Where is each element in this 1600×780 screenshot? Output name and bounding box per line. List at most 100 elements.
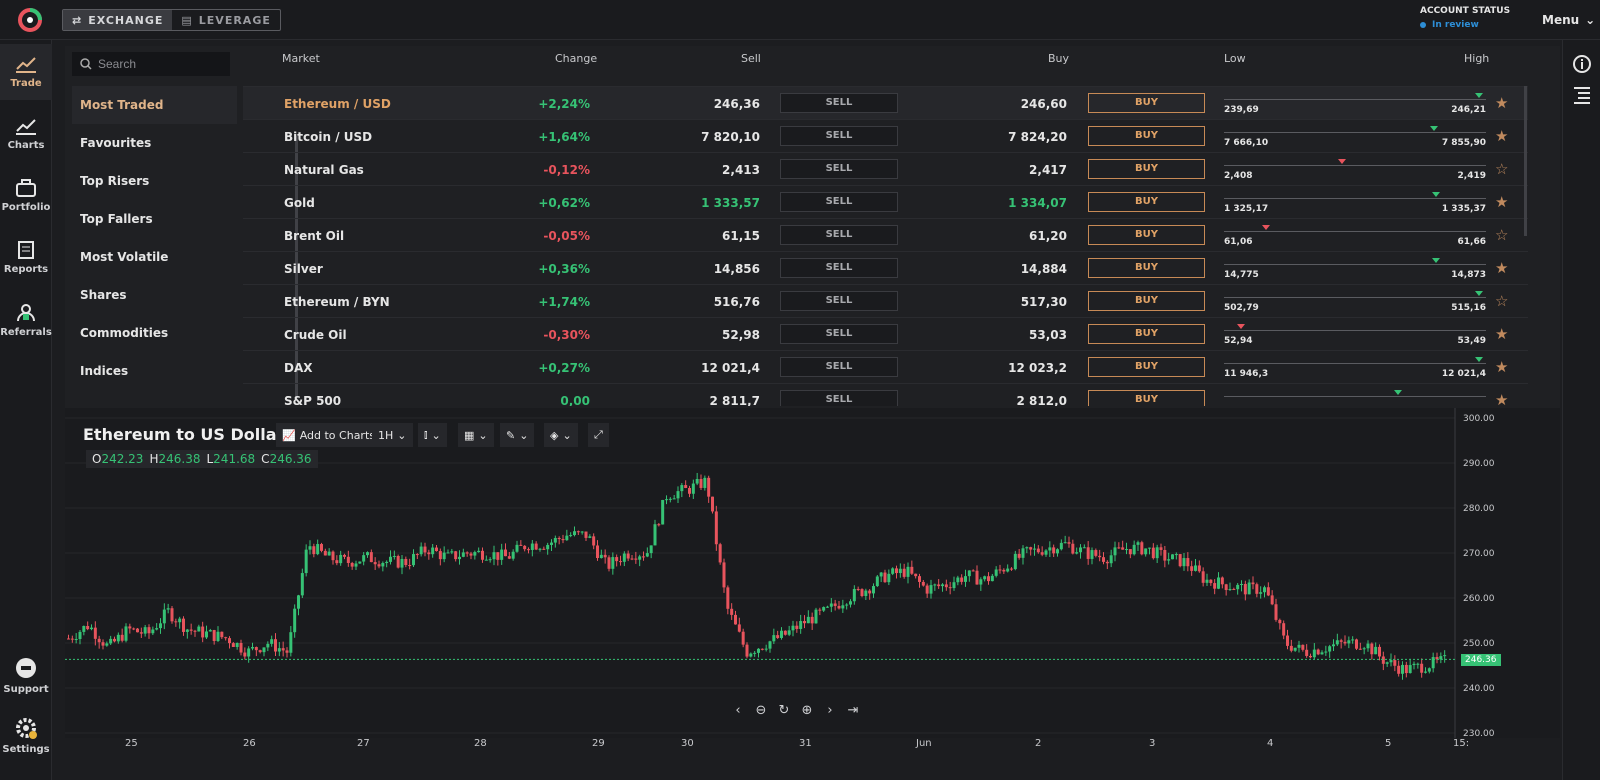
market-name[interactable]: DAX [284, 361, 313, 375]
buy-button[interactable]: BUY [1088, 93, 1205, 113]
reset-button[interactable]: ↻ [774, 700, 794, 720]
interval-select[interactable]: 1H ⌄ [372, 423, 413, 447]
sidebar-item-referrals[interactable]: Referrals [0, 292, 52, 348]
favourite-star-icon[interactable]: ★ [1495, 94, 1509, 112]
logo-icon[interactable] [18, 8, 42, 32]
info-icon[interactable] [1572, 54, 1592, 74]
table-row[interactable]: Ethereum / USD +2,24% 246,36 SELL 246,60… [243, 86, 1528, 119]
sell-button[interactable]: SELL [780, 159, 898, 179]
sidebar-item-settings[interactable]: Settings [0, 708, 52, 764]
range-marker-icon [1262, 225, 1270, 230]
category-item[interactable]: Most Traded [72, 86, 237, 124]
candle [814, 609, 818, 624]
table-row[interactable]: Ethereum / BYN +1,74% 516,76 SELL 517,30… [243, 284, 1528, 317]
category-item[interactable]: Shares [80, 288, 127, 302]
favourite-star-icon[interactable]: ★ [1495, 358, 1509, 376]
sidebar-item-charts[interactable]: Charts [0, 106, 52, 162]
header-buy[interactable]: Buy [1048, 52, 1070, 65]
category-item[interactable]: Indices [80, 364, 129, 378]
market-name[interactable]: Silver [284, 262, 323, 276]
market-name[interactable]: Gold [284, 196, 315, 210]
sidebar-item-reports[interactable]: Reports [0, 230, 52, 286]
category-item[interactable]: Favourites [80, 136, 152, 150]
sell-button[interactable]: SELL [780, 291, 898, 311]
buy-button[interactable]: BUY [1088, 225, 1205, 245]
table-row[interactable]: Natural Gas -0,12% 2,413 SELL 2,417 BUY … [243, 152, 1528, 185]
market-name[interactable]: Ethereum / USD [284, 97, 391, 111]
market-name[interactable]: S&P 500 [284, 394, 342, 406]
candle-type-select[interactable]: ⫾ ⌄ [418, 423, 447, 447]
sell-button[interactable]: SELL [780, 126, 898, 146]
favourite-star-icon[interactable]: ★ [1495, 127, 1509, 145]
zoom-in-button[interactable]: ⊕ [797, 700, 817, 720]
sidebar-item-trade[interactable]: Trade [0, 44, 52, 100]
table-row[interactable]: Gold +0,62% 1 333,57 SELL 1 334,07 BUY 1… [243, 185, 1528, 218]
header-change[interactable]: Change [555, 52, 598, 65]
header-low[interactable]: Low [1224, 52, 1246, 65]
buy-button[interactable]: BUY [1088, 291, 1205, 311]
favourite-star-icon[interactable]: ★ [1495, 193, 1509, 211]
indicators-select[interactable]: ▦ ⌄ [458, 423, 494, 447]
search-input[interactable] [98, 57, 218, 71]
market-name[interactable]: Bitcoin / USD [284, 130, 373, 144]
table-row[interactable]: Brent Oil -0,05% 61,15 SELL 61,20 BUY 61… [243, 218, 1528, 251]
favourite-star-icon[interactable]: ☆ [1495, 226, 1509, 244]
table-row[interactable]: S&P 500 0,00 2 811,7 SELL 2 812,0 BUY ★ [243, 383, 1528, 406]
category-scrollbar[interactable] [295, 136, 298, 398]
market-name[interactable]: Ethereum / BYN [284, 295, 390, 309]
buy-button[interactable]: BUY [1088, 357, 1205, 377]
sidebar-item-support[interactable]: Support [0, 648, 52, 704]
tab-exchange[interactable]: ⇄ EXCHANGE [63, 10, 173, 30]
favourite-star-icon[interactable]: ★ [1495, 325, 1509, 343]
favourite-star-icon[interactable]: ★ [1495, 259, 1509, 277]
sell-button[interactable]: SELL [780, 93, 898, 113]
account-status[interactable]: ACCOUNT STATUS In review [1420, 6, 1520, 30]
list-indent-icon[interactable] [1572, 86, 1592, 104]
category-item[interactable]: Top Fallers [80, 212, 153, 226]
table-scrollbar[interactable] [1524, 86, 1527, 236]
category-item[interactable]: Most Volatile [80, 250, 169, 264]
favourite-star-icon[interactable]: ☆ [1495, 160, 1509, 178]
buy-button[interactable]: BUY [1088, 390, 1205, 406]
menu-button[interactable]: Menu ⌄ [1542, 13, 1595, 27]
market-name[interactable]: Natural Gas [284, 163, 364, 177]
table-row[interactable]: Silver +0,36% 14,856 SELL 14,884 BUY 14,… [243, 251, 1528, 284]
scroll-to-end-button[interactable]: ⇥ [843, 700, 863, 720]
buy-button[interactable]: BUY [1088, 324, 1205, 344]
sell-button[interactable]: SELL [780, 225, 898, 245]
header-sell[interactable]: Sell [741, 52, 761, 65]
add-to-charts-button[interactable]: 📈 Add to Charts [276, 423, 381, 447]
table-row[interactable]: DAX +0,27% 12 021,4 SELL 12 023,2 BUY 11… [243, 350, 1528, 383]
change-value: +0,36% [538, 262, 590, 276]
sidebar-item-portfolio[interactable]: Portfolio [0, 168, 52, 224]
sell-button[interactable]: SELL [780, 357, 898, 377]
sell-button[interactable]: SELL [780, 390, 898, 406]
candle [534, 543, 538, 550]
favourite-star-icon[interactable]: ☆ [1495, 292, 1509, 310]
buy-button[interactable]: BUY [1088, 126, 1205, 146]
buy-button[interactable]: BUY [1088, 159, 1205, 179]
drawing-tools-select[interactable]: ✎ ⌄ [500, 423, 535, 447]
tab-leverage[interactable]: ▤ LEVERAGE [172, 10, 279, 30]
buy-button[interactable]: BUY [1088, 258, 1205, 278]
market-name[interactable]: Crude Oil [284, 328, 347, 342]
candle [235, 642, 239, 647]
layers-select[interactable]: ◈ ⌄ [544, 423, 578, 447]
candlestick-chart[interactable]: 300.00 290.00 280.00 270.00 260.00 250.00 240.… [65, 408, 1560, 739]
sell-button[interactable]: SELL [780, 324, 898, 344]
sell-button[interactable]: SELL [780, 192, 898, 212]
fullscreen-button[interactable]: ⤢ [588, 423, 609, 447]
category-item[interactable]: Commodities [80, 326, 169, 340]
favourite-star-icon[interactable]: ★ [1495, 391, 1509, 406]
scroll-left-button[interactable]: ‹ [728, 700, 748, 720]
header-market[interactable]: Market [282, 52, 320, 65]
table-row[interactable]: Bitcoin / USD +1,64% 7 820,10 SELL 7 824… [243, 119, 1528, 152]
buy-button[interactable]: BUY [1088, 192, 1205, 212]
header-high[interactable]: High [1464, 52, 1490, 65]
market-name[interactable]: Brent Oil [284, 229, 345, 243]
scroll-right-button[interactable]: › [820, 700, 840, 720]
category-item[interactable]: Top Risers [80, 174, 150, 188]
sell-button[interactable]: SELL [780, 258, 898, 278]
zoom-out-button[interactable]: ⊖ [751, 700, 771, 720]
table-row[interactable]: Crude Oil -0,30% 52,98 SELL 53,03 BUY 52… [243, 317, 1528, 350]
